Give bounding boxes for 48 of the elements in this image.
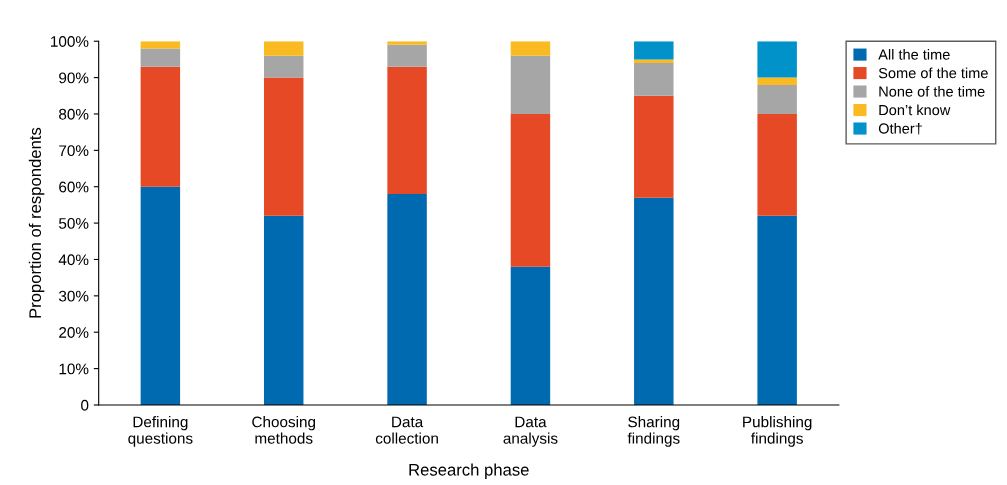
bar bbox=[510, 55, 551, 114]
bar bbox=[510, 266, 551, 405]
bar bbox=[263, 215, 304, 405]
bar bbox=[263, 55, 304, 78]
y-tick-label: 40% bbox=[58, 254, 89, 266]
x-tick-label: Sharing findings bbox=[627, 416, 680, 447]
bar bbox=[757, 77, 797, 85]
x-tick-label: Data collection bbox=[375, 416, 438, 444]
bar bbox=[140, 48, 181, 67]
bar bbox=[510, 113, 551, 267]
bar bbox=[263, 41, 304, 56]
y-tick-label: 30% bbox=[58, 290, 89, 302]
y-tick-label: 50% bbox=[59, 217, 89, 229]
y-tick-label: 90% bbox=[59, 72, 89, 84]
bar bbox=[634, 197, 674, 405]
bar bbox=[757, 113, 797, 216]
bar bbox=[140, 186, 181, 405]
bar bbox=[757, 215, 797, 405]
y-tick-label: 20% bbox=[59, 327, 89, 338]
y-tick-label: 60% bbox=[59, 181, 89, 193]
legend-label: Some of the time bbox=[878, 67, 988, 79]
legend-label: Don’t know bbox=[879, 104, 951, 116]
bar bbox=[634, 95, 674, 198]
bar bbox=[387, 194, 427, 405]
bar bbox=[510, 41, 551, 56]
legend-label: Other† bbox=[878, 122, 922, 135]
x-tick-label: Defining questions bbox=[128, 416, 193, 447]
legend-label: All the time bbox=[878, 49, 950, 60]
bar bbox=[140, 66, 181, 187]
x-tick-label: Data analysis bbox=[503, 416, 558, 447]
x-tick-label: Publishing findings bbox=[743, 416, 812, 447]
y-tick-label: 100% bbox=[51, 36, 89, 47]
y-tick-label: 10% bbox=[59, 363, 89, 375]
x-tick-label: Choosing methods bbox=[252, 416, 316, 444]
y-axis-title: Proportion of respondents bbox=[28, 127, 45, 318]
bar bbox=[757, 84, 797, 114]
y-tick-label: 80% bbox=[59, 108, 89, 120]
bar bbox=[387, 44, 427, 67]
bar bbox=[263, 77, 304, 216]
y-tick-label: 0 bbox=[81, 399, 89, 411]
bar bbox=[387, 66, 427, 194]
y-tick-label: 70% bbox=[59, 145, 89, 157]
bar bbox=[757, 41, 797, 78]
bar bbox=[634, 41, 674, 60]
x-axis-title: Research phase bbox=[409, 463, 529, 479]
bar bbox=[634, 63, 674, 96]
legend-label: None of the time bbox=[879, 86, 985, 97]
bar bbox=[634, 59, 674, 64]
